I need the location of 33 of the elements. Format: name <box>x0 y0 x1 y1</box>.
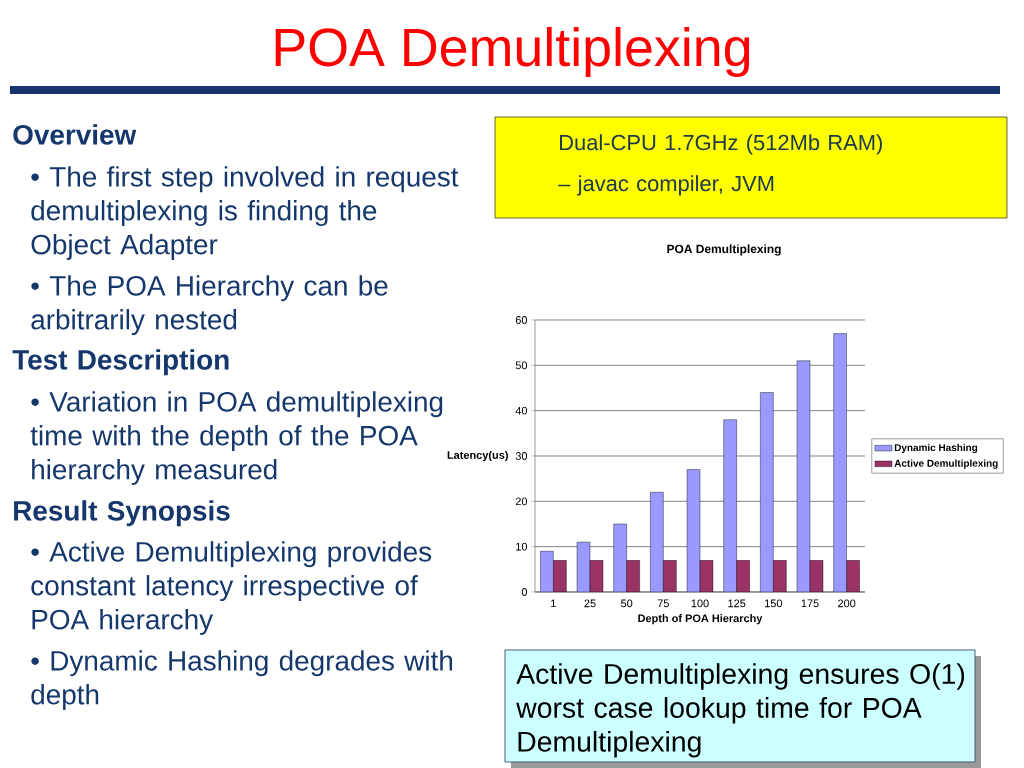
y-tick-label: 40 <box>515 406 528 415</box>
y-tick-label: 30 <box>515 452 528 460</box>
text: Overview <box>13 124 137 145</box>
x-axis-title: Depth of POA Hierarchy <box>638 614 763 625</box>
legend-label: Active Demultiplexing <box>894 459 998 469</box>
x-tick-label: 125 <box>728 599 746 608</box>
chart-title: POA Demultiplexing <box>275 26 750 78</box>
x-tick-label: 1 <box>551 599 556 608</box>
x-tick-label: 200 <box>838 599 856 608</box>
text: Result Synopsis <box>14 500 230 527</box>
x-tick-label: 100 <box>691 599 709 608</box>
y-tick-label: 10 <box>516 542 528 551</box>
text: Test Description <box>12 349 229 376</box>
y-tick-label: 0 <box>521 588 528 596</box>
text: • Active Demultiplexing provides constant latency irrespective of POA hierarchy <box>31 541 432 635</box>
text: Active Demultiplexing ensures O(1) worst case lookup time for POA Demultiplexing <box>516 663 965 758</box>
text: • Variation in POA demultiplexing time with the depth of the POA hierarchy measured <box>30 391 443 485</box>
x-tick-label: 50 <box>621 599 633 608</box>
x-tick-label: 175 <box>801 599 819 608</box>
chart-subtitle: POA Demultiplexing <box>667 244 781 256</box>
text: Dual-CPU 1.7GHz (512Mb RAM) <box>560 134 882 155</box>
y-tick-label: 50 <box>515 361 528 370</box>
y-axis-title: Latency(us) <box>447 450 508 462</box>
x-tick-label: 150 <box>765 599 783 608</box>
y-tick-label: 20 <box>515 497 528 506</box>
text: • The POA Hierarchy can be arbitrarily nested <box>31 275 388 336</box>
x-tick-label: 25 <box>584 599 596 608</box>
text: – javac compiler, JVM <box>558 175 774 196</box>
x-tick-label: 75 <box>657 599 669 608</box>
text: • The first step involved in request demultiplexing is finding the Object Adapter <box>31 166 459 260</box>
legend-label: Dynamic Hashing <box>894 443 978 454</box>
text: • Dynamic Hashing degrades with depth <box>31 650 453 711</box>
y-tick-label: 60 <box>515 316 528 324</box>
